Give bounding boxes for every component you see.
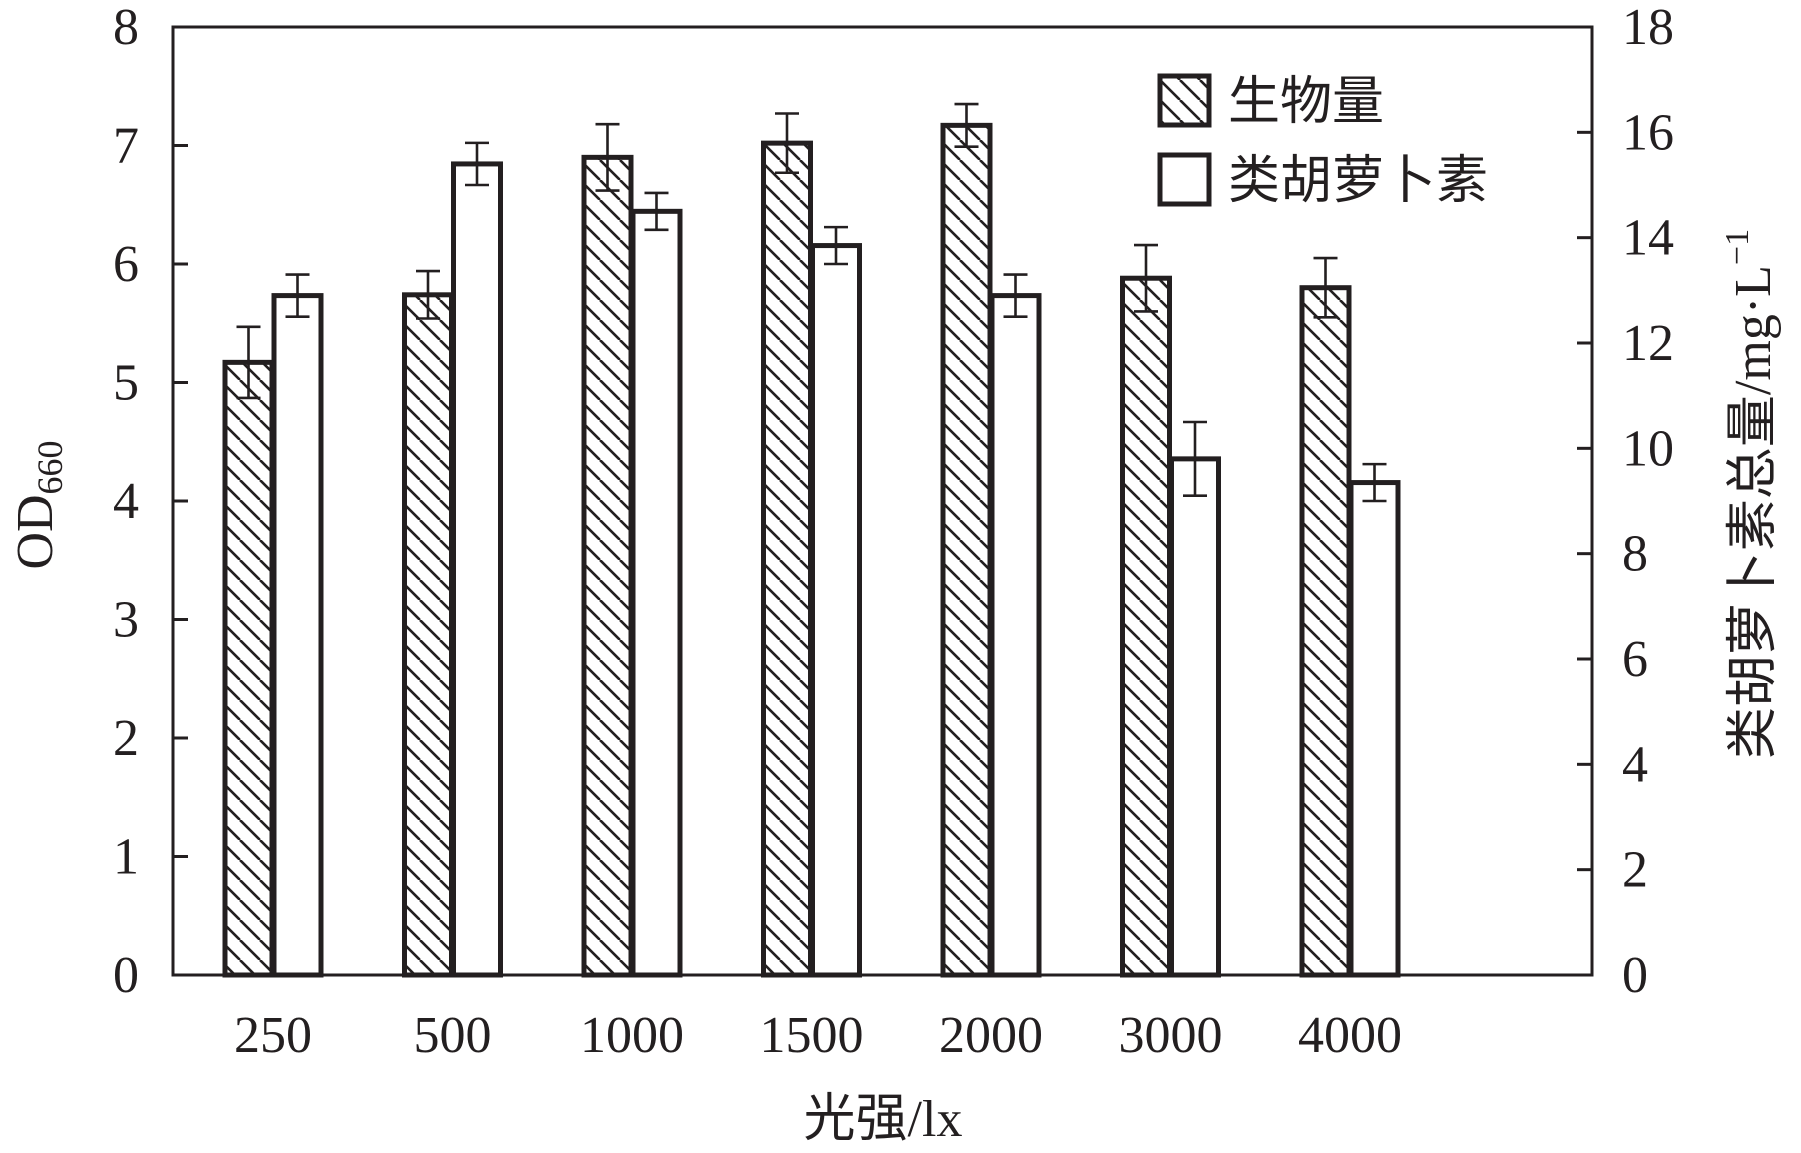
error-bar-biomass (595, 122, 620, 192)
right-axis-title-main: 类胡萝卜素总量/mg·L (1725, 265, 1782, 759)
legend-item-carotenoid: 类胡萝卜素 (1157, 152, 1488, 210)
right-tick-label: 18 (1622, 0, 1674, 56)
bar-carotenoid (989, 293, 1042, 978)
legend-item-biomass: 生物量 (1157, 73, 1384, 131)
error-bar-carotenoid (824, 225, 848, 266)
left-tick-label: 7 (113, 118, 139, 175)
left-axis-title-subscript: 660 (30, 440, 70, 494)
error-bar-carotenoid (1003, 273, 1028, 318)
right-axis: 0 2 4 6 8 10 12 14 16 18 (1577, 0, 1674, 1004)
bar-biomass (222, 359, 275, 978)
bar-biomass (581, 154, 634, 978)
bar-biomass (1299, 285, 1352, 978)
bar-biomass (402, 292, 454, 978)
error-bar-biomass (1134, 243, 1158, 313)
legend-label-biomass: 生物量 (1228, 74, 1384, 131)
bar-carotenoid (451, 161, 503, 978)
x-tick-label: 500 (414, 1007, 492, 1064)
left-tick-label: 4 (113, 473, 139, 530)
x-axis-title: 光强/lx (804, 1091, 963, 1148)
legend: 生物量 类胡萝卜素 (1157, 73, 1488, 210)
error-bar-carotenoid (1183, 420, 1207, 498)
bar-carotenoid (1169, 456, 1221, 978)
right-tick-label: 2 (1622, 842, 1648, 899)
left-axis-title-main: OD (7, 494, 64, 569)
bars-layer (222, 122, 1401, 978)
bar-biomass (761, 140, 813, 978)
error-bar-biomass (416, 269, 440, 320)
bar-carotenoid (630, 208, 683, 978)
bar-carotenoid (271, 293, 324, 978)
error-bar-biomass (236, 325, 261, 400)
left-tick-label: 0 (113, 947, 139, 1004)
right-tick-label: 8 (1622, 526, 1648, 583)
bar-biomass (1120, 275, 1172, 978)
error-bar-carotenoid (1362, 462, 1387, 503)
error-bar-carotenoid (644, 191, 669, 232)
x-tick-label: 1000 (580, 1007, 684, 1064)
x-axis: 250 500 1000 1500 2000 3000 4000 (234, 1007, 1402, 1064)
left-tick-label: 8 (113, 0, 139, 56)
x-tick-label: 1500 (760, 1007, 864, 1064)
left-axis-title: OD660 (7, 440, 70, 569)
right-tick-label: 10 (1622, 420, 1674, 477)
bar-biomass (940, 122, 993, 978)
right-tick-label: 16 (1622, 104, 1674, 161)
right-tick-label: 14 (1622, 210, 1674, 267)
legend-swatch-biomass (1157, 73, 1212, 128)
error-bars-layer (236, 102, 1387, 503)
right-tick-label: 0 (1622, 947, 1648, 1004)
error-bar-biomass (775, 112, 799, 175)
x-tick-label: 3000 (1119, 1007, 1223, 1064)
x-tick-label: 2000 (939, 1007, 1043, 1064)
left-tick-label: 1 (113, 829, 139, 886)
left-tick-label: 5 (113, 355, 139, 412)
left-tick-label: 6 (113, 236, 139, 293)
error-bar-biomass (1313, 256, 1338, 319)
left-tick-label: 2 (113, 710, 139, 767)
bar-carotenoid (810, 243, 862, 978)
right-tick-label: 12 (1622, 315, 1674, 372)
right-tick-label: 4 (1622, 736, 1648, 793)
right-axis-title-superscript: −1 (1719, 229, 1756, 265)
error-bar-carotenoid (465, 141, 489, 187)
x-tick-label: 4000 (1298, 1007, 1402, 1064)
x-tick-label: 250 (234, 1007, 312, 1064)
error-bar-carotenoid (285, 273, 310, 318)
legend-label-carotenoid: 类胡萝卜素 (1228, 153, 1488, 210)
left-tick-label: 3 (113, 592, 139, 649)
bar-carotenoid (1348, 480, 1401, 978)
legend-swatch-carotenoid (1157, 152, 1212, 207)
error-bar-biomass (954, 102, 979, 148)
right-axis-title: 类胡萝卜素总量/mg·L−1 (1719, 229, 1782, 759)
right-tick-label: 6 (1622, 631, 1648, 688)
left-axis: 0 1 2 3 4 5 6 7 8 (113, 0, 188, 1004)
